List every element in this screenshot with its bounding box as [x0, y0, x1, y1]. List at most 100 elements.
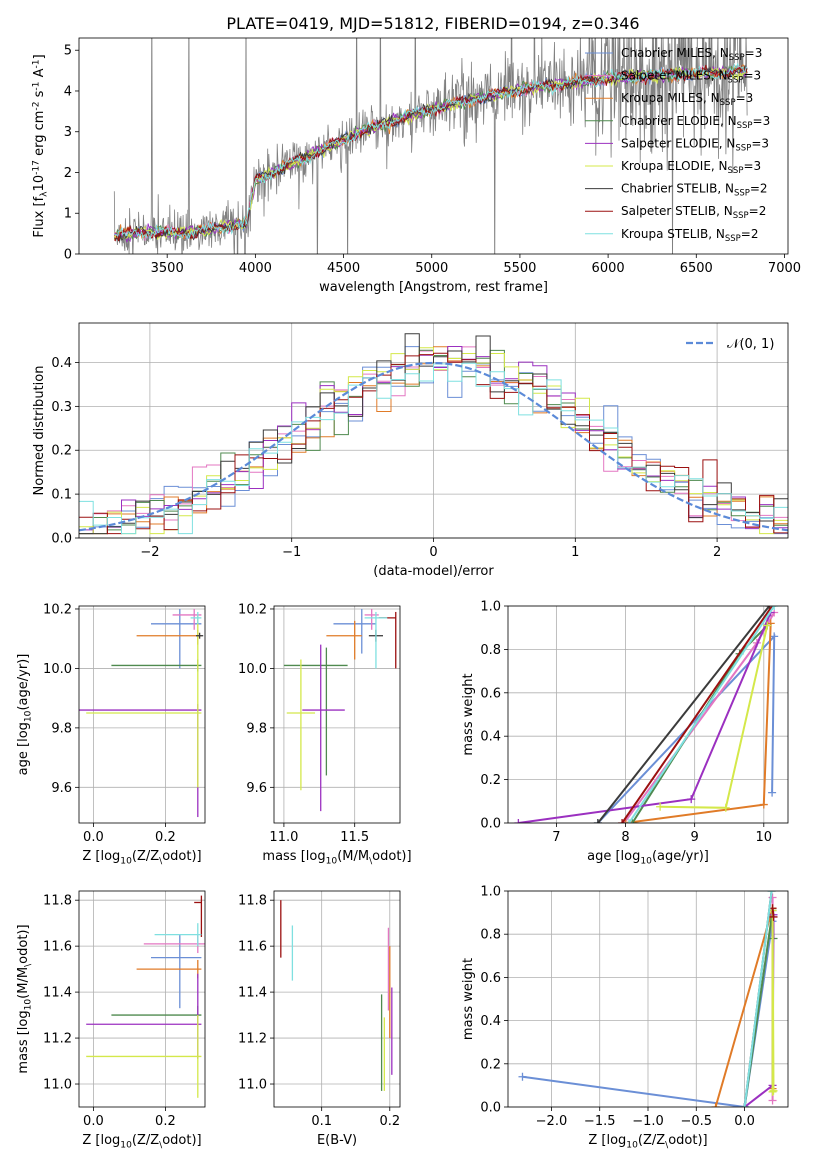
x-tick-label: 7: [552, 830, 560, 845]
gridlines: [79, 606, 205, 823]
legend-label: Chabrier MILES, NSSP=3: [621, 46, 762, 63]
x-tick-label: −0.5: [680, 1114, 712, 1129]
y-tick-label: 11.2: [238, 1032, 267, 1047]
y-tick-label: 0.6: [480, 686, 501, 701]
y-axis-label: age [log10(age/yr)]: [16, 654, 33, 776]
x-tick-label: −1.0: [632, 1114, 664, 1129]
y-tick-label: 0.2: [480, 773, 501, 788]
mass-weight-line-salpeter_stelib: [621, 606, 773, 823]
legend-label: Kroupa ELODIE, NSSP=3: [621, 159, 761, 176]
mass-weight-point-salpeter_elodie: [687, 795, 696, 804]
mass-weight-point-kroupa_elodie: [768, 1087, 777, 1096]
y-tick-label: 0.6: [480, 971, 501, 986]
y-tick-label: 0.2: [480, 1057, 501, 1072]
panel-massweight_vs_age: 7 8 9 10 0.0 0.2 0.4 0.6 0.8 1.0 age [log10(age/yr…: [461, 600, 789, 866]
x-axis-label: Z [log10(Z/Z\odot)]: [82, 1133, 201, 1150]
mass-weight-point-salpeter_elodie: [514, 819, 523, 823]
mass-weight-point-kroupa_stelib: [770, 606, 779, 610]
model-spectrum-kroupa_stelib: [114, 62, 748, 241]
x-axis-label: mass [log10(M/M\odot)]: [262, 849, 411, 866]
y-tick-label: 2: [64, 166, 72, 181]
x-tick-label: 3500: [151, 261, 184, 276]
y-tick-label: 0.2: [51, 444, 72, 459]
x-tick-label: 4500: [327, 261, 360, 276]
figure-title: PLATE=0419, MJD=51812, FIBERID=0194, z=0…: [226, 14, 639, 33]
mass-weight-point-kroupa_elodie: [763, 621, 772, 630]
x-tick-label: 0.2: [155, 830, 176, 845]
x-tick-label: 6500: [680, 261, 713, 276]
y-tick-label: 9.8: [246, 721, 267, 736]
y-axis-label: mass weight: [461, 673, 476, 755]
y-tick-label: 0.4: [480, 1014, 501, 1029]
y-tick-label: 0.8: [480, 643, 501, 658]
x-tick-label: 0.0: [734, 1114, 755, 1129]
ticks: 0.1 0.2 11.0 11.2 11.4 11.6 11.8: [238, 894, 400, 1129]
y-tick-label: 0.3: [51, 400, 72, 415]
y-tick-label: 11.2: [43, 1032, 72, 1047]
mass-weight-point-kroupa_stelib: [624, 819, 633, 823]
plot-area: [79, 608, 204, 818]
mass-weight-point-chabrier_miles: [768, 788, 777, 797]
y-tick-label: 10.2: [238, 602, 267, 617]
ticks: 11.0 11.5 9.6 9.8 10.0 10.2: [238, 602, 369, 845]
y-axis-label: mass weight: [461, 958, 476, 1040]
y-tick-label: 11.0: [238, 1078, 267, 1093]
axes-frame: [507, 605, 789, 824]
y-tick-label: 0: [64, 248, 72, 263]
axes-frame: [78, 605, 206, 824]
axes-frame: [273, 890, 401, 1108]
legend: 𝒩(0, 1): [686, 337, 774, 352]
x-tick-label: 0.0: [83, 830, 104, 845]
y-tick-label: 1: [64, 207, 72, 222]
mass-weight-point-salpeter_miles: [768, 1096, 777, 1105]
plot-area: [283, 608, 397, 812]
plot-area: [514, 606, 779, 823]
x-tick-label: 4000: [239, 261, 272, 276]
panel-residuals: −2 −1 0 1 2 0.0 0.1 0.2 0.3 0.4 (data-model)/error…: [32, 322, 789, 579]
x-tick-label: −1: [282, 545, 301, 560]
x-tick-label: 8: [621, 830, 629, 845]
y-tick-label: 0.4: [51, 356, 72, 371]
plot-area: [79, 333, 788, 535]
y-tick-label: 11.4: [238, 986, 267, 1001]
axes-frame: [78, 890, 206, 1108]
axes-frame: [507, 890, 789, 1108]
y-tick-label: 11.8: [43, 894, 72, 909]
y-tick-label: 0.8: [480, 928, 501, 943]
y-tick-label: 0.0: [480, 1101, 501, 1116]
y-tick-label: 3: [64, 125, 72, 140]
gridlines: [274, 891, 400, 1107]
x-tick-label: 7000: [768, 261, 801, 276]
histogram-kroupa_stelib: [79, 362, 788, 535]
axes-frame: [78, 37, 789, 255]
x-tick-label: −1.5: [584, 1114, 616, 1129]
mass-weight-line-chabrier_miles: [522, 921, 774, 1107]
x-tick-label: 0.1: [311, 1114, 332, 1129]
x-tick-label: 11.0: [269, 830, 298, 845]
x-axis-label: age [log10(age/yr)]: [587, 849, 709, 866]
mass-weight-line-kroupa_stelib: [743, 891, 773, 1107]
ticks: −2.0 −1.5 −1.0 −0.5 0.0 0.0 0.2 0.4 0.6 0.8 1.0: [480, 885, 755, 1130]
y-tick-label: 0.1: [51, 488, 72, 503]
x-tick-label: 0.2: [155, 1114, 176, 1129]
mass-weight-point-salpeter_stelib: [618, 819, 627, 823]
gaussian-curve: [79, 361, 788, 532]
panel-age_vs_Z: 0.0 0.2 9.6 9.8 10.0 10.2 Z [log10(Z/Z\odot)] a…: [16, 602, 206, 866]
y-tick-label: 4: [64, 84, 72, 99]
mass-weight-point-kroupa_miles: [711, 1103, 720, 1107]
mass-weight-point-kroupa_stelib: [740, 1103, 749, 1107]
ticks: −2 −1 0 1 2 0.0 0.1 0.2 0.3 0.4: [51, 356, 721, 560]
y-axis-label: mass [log10(M/M\odot)]: [16, 924, 33, 1073]
legend-label: Chabrier ELODIE, NSSP=3: [621, 114, 770, 131]
y-tick-label: 1.0: [480, 885, 501, 900]
mass-weight-point-chabrier_miles: [518, 1072, 527, 1081]
panel-mass_vs_Z: 0.0 0.2 11.0 11.2 11.4 11.6 11.8 Z [log10(Z/Z\o…: [16, 890, 206, 1150]
gridlines: [79, 891, 205, 1107]
ticks: 0.0 0.2 9.6 9.8 10.0 10.2: [43, 602, 176, 845]
plot-area: [86, 895, 205, 1098]
legend-label: Kroupa MILES, NSSP=3: [621, 91, 753, 108]
x-tick-label: 11.5: [340, 830, 369, 845]
legend-label: Salpeter STELIB, NSSP=2: [621, 204, 766, 221]
x-tick-label: 1: [571, 545, 579, 560]
ticks: 0.0 0.2 11.0 11.2 11.4 11.6 11.8: [43, 894, 176, 1129]
